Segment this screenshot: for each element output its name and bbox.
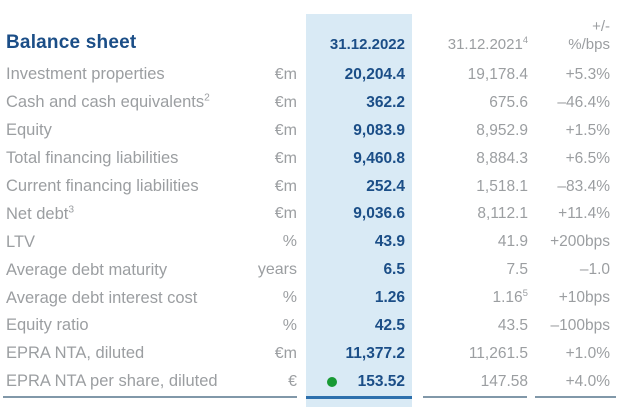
row-label: Average debt maturity [6,260,168,279]
table-row: Average debt interest cost % 1.26 1.165 … [0,284,625,312]
row-label: Current financing liabilities [6,177,199,195]
row-value-change: +10bps [558,289,610,307]
page-title: Balance sheet [6,32,137,53]
row-unit: years [257,261,297,279]
row-unit: % [282,233,297,251]
row-label: LTV [6,232,36,251]
row-value-2021: 1.165 [492,287,528,307]
column-header-change: +/- %/bps [528,18,610,58]
row-value-change: +1.5% [565,121,610,139]
row-unit: €m [274,177,297,195]
row-value-2021: 8,952.9 [476,121,528,139]
row-unit: €m [274,344,297,362]
row-value-change: –1.0 [579,261,610,279]
column-header-2022: 31.12.2022 [329,36,405,53]
green-dot-icon [326,376,337,387]
row-unit: € [288,372,297,390]
column-header-change-line2: %/bps [568,36,610,53]
row-unit: % [282,316,297,334]
row-label: Equity ratio [6,316,89,335]
row-value-2022: 1.26 [374,289,405,307]
row-value-change: +5.3% [565,65,610,83]
footnote-marker: 2 [204,92,210,104]
row-value-2022: 9,460.8 [353,149,405,167]
table-row: EPRA NTA per share, diluted € 153.52 147… [0,368,625,396]
row-unit: €m [274,149,297,167]
row-label: Cash and cash equivalents2 [6,92,210,112]
row-label: Average debt interest cost [6,288,198,307]
bottom-rule-2022-column [306,396,412,399]
row-label: Investment properties [6,65,165,84]
table-row: LTV % 43.9 41.9 +200bps [0,228,625,256]
table-row: Equity ratio % 42.5 43.5 –100bps [0,312,625,340]
row-value-2022: 6.5 [383,261,405,279]
table-header: Balance sheet 31.12.2022 31.12.20214 +/-… [0,0,625,58]
table-row: Net debt3 €m 9,036.6 8,112.1 +11.4% [0,200,625,228]
row-value-2022: 153.52 [306,373,412,391]
row-value-2022: 252.4 [366,177,405,195]
row-value-2022: 9,083.9 [353,121,405,139]
table-body: Investment properties €m 20,204.4 19,178… [0,61,625,396]
table-row: Average debt maturity years 6.5 7.5 –1.0 [0,256,625,284]
row-value-2022: 43.9 [374,233,405,251]
row-value-2021: 43.5 [497,316,528,334]
row-unit: % [282,289,297,307]
table-row: Investment properties €m 20,204.4 19,178… [0,61,625,89]
row-label: Equity [6,121,52,140]
table-row: EPRA NTA, diluted €m 11,377.2 11,261.5 +… [0,340,625,368]
row-value-2022: 42.5 [374,316,405,334]
row-value-change: –83.4% [557,177,610,195]
row-value-2022: 20,204.4 [344,65,405,83]
row-unit: €m [274,93,297,111]
column-header-2021: 31.12.20214 [412,35,528,58]
row-value-2021: 41.9 [497,233,528,251]
row-value-change: +4.0% [565,372,610,390]
row-value-change: +6.5% [565,149,610,167]
row-value-2021: 147.58 [480,372,528,390]
row-value-2022: 11,377.2 [345,344,405,362]
row-value-2021: 675.6 [489,93,528,111]
row-value-change: +200bps [550,233,610,251]
row-unit: €m [274,205,297,223]
row-label: Total financing liabilities [6,149,179,168]
row-value-2021: 11,261.5 [468,344,528,362]
footnote-marker: 3 [68,204,75,216]
row-value-change: –46.4% [557,93,610,111]
row-value-2021: 8,884.3 [476,149,528,167]
row-value-change: +11.4% [558,205,610,223]
row-label: EPRA NTA, diluted [6,344,145,363]
row-label: Net debt3 [6,204,75,223]
row-value-2022: 9,036.6 [353,205,405,223]
bottom-rule-change-column [535,396,616,398]
row-value-2021: 8,112.1 [477,205,528,223]
row-value-2021: 19,178.4 [467,65,528,83]
row-value-2021: 7.5 [506,261,528,279]
column-header-2021-text: 31.12.2021 [447,36,523,53]
table-row: Total financing liabilities €m 9,460.8 8… [0,145,625,173]
row-unit: €m [274,65,297,83]
column-header-change-line1: +/- [592,18,610,35]
row-value-2022: 362.2 [366,93,405,111]
row-value-2021: 1,518.1 [476,177,528,195]
row-unit: €m [274,121,297,139]
bottom-rule-2021-column [423,396,527,398]
footnote-marker-4: 4 [522,35,528,45]
row-value-change: +1.0% [565,344,610,362]
row-value-change: –100bps [550,316,610,334]
table-row: Equity €m 9,083.9 8,952.9 +1.5% [0,117,625,145]
table-row: Current financing liabilities €m 252.4 1… [0,173,625,201]
row-label: EPRA NTA per share, diluted [6,372,218,391]
current-year-highlight-band [306,14,412,407]
footnote-marker: 5 [522,287,528,299]
bottom-rule-label-column [3,396,297,398]
table-row: Cash and cash equivalents2 €m 362.2 675.… [0,89,625,117]
